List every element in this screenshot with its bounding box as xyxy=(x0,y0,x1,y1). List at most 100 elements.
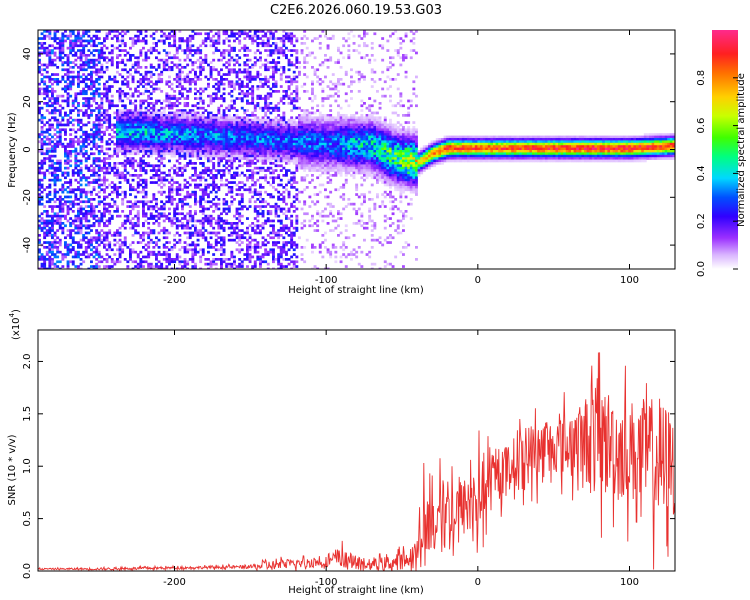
spectrogram-cell xyxy=(95,70,99,74)
spectrogram-cell xyxy=(196,133,200,136)
spectrogram-cell xyxy=(217,49,221,52)
spectrogram-cell xyxy=(74,193,78,196)
spectrogram-cell xyxy=(160,30,164,33)
spectrogram-cell xyxy=(144,183,148,187)
spectrogram-cell xyxy=(175,46,179,50)
spectrogram-cell xyxy=(170,118,174,122)
spectrogram-cell xyxy=(251,85,255,88)
spectrogram-cell xyxy=(272,178,275,182)
spectrogram-cell xyxy=(69,190,73,194)
spectrogram-cell xyxy=(199,94,203,98)
spectrogram-cell xyxy=(58,159,62,163)
spectrogram-cell xyxy=(207,135,210,139)
spectrogram-cell xyxy=(194,32,197,36)
spectrogram-cell xyxy=(209,157,213,160)
spectrogram-cell xyxy=(178,123,182,127)
spectrogram-cell xyxy=(71,205,75,208)
spectrogram-cell xyxy=(269,140,273,144)
spectrogram-cell xyxy=(227,210,231,213)
spectrogram-cell xyxy=(238,248,242,252)
spectrogram-cell xyxy=(123,154,127,158)
spectrogram-cell xyxy=(217,236,221,240)
spectrogram-cell xyxy=(279,133,283,136)
spectrogram-cell xyxy=(131,44,135,48)
spectrogram-cell xyxy=(188,214,192,218)
spectrogram-cell xyxy=(261,121,265,124)
spectrogram-cell xyxy=(251,94,255,98)
spectrogram-cell xyxy=(253,32,257,36)
spectrogram-cell xyxy=(79,224,83,228)
spectrogram-cell xyxy=(40,37,44,40)
spectrogram-cell xyxy=(230,116,234,120)
spectrogram-cell xyxy=(230,238,234,242)
spectrogram-cell xyxy=(69,44,73,48)
spectrogram-cell xyxy=(191,126,195,129)
spectrogram-cell xyxy=(149,231,153,235)
spectrogram-cell xyxy=(139,130,143,134)
spectrogram-cell xyxy=(40,258,44,261)
spectrogram-cell xyxy=(264,152,268,156)
spectrogram-cell xyxy=(90,169,93,172)
spectrogram-cell xyxy=(178,78,182,81)
spectrogram-cell xyxy=(194,162,197,165)
spectrogram-cell xyxy=(103,214,106,218)
spectrogram-cell xyxy=(139,169,143,172)
spectrogram-cell xyxy=(103,162,106,165)
spectrogram-cell xyxy=(77,229,80,232)
spectrogram-cell xyxy=(103,130,106,134)
spectrogram-cell xyxy=(43,80,47,84)
spectrogram-cell xyxy=(191,145,195,148)
spectrogram-cell xyxy=(196,147,200,151)
spectrogram-cell xyxy=(61,210,65,213)
spectrogram-cell xyxy=(183,202,187,206)
spectrogram-cell xyxy=(69,234,73,237)
spectrogram-cell xyxy=(38,133,41,136)
spectrogram-cell xyxy=(100,229,104,232)
spectrogram-cell xyxy=(38,140,41,144)
spectrogram-cell xyxy=(222,260,226,264)
spectrogram-cell xyxy=(225,118,229,122)
spectrogram-cell xyxy=(129,255,132,259)
spectrogram-cell xyxy=(214,135,218,139)
spectrogram-cell xyxy=(240,205,244,208)
spectrogram-cell xyxy=(45,138,49,141)
spectrogram-cell xyxy=(253,63,257,67)
spectrogram-cell xyxy=(212,39,216,43)
spectrogram-cell xyxy=(155,140,158,144)
spectrogram-cell xyxy=(214,267,218,269)
spectrogram-cell xyxy=(277,198,281,201)
spectrogram-cell xyxy=(147,121,151,124)
spectrogram-cell xyxy=(40,255,44,259)
spectrogram-cell xyxy=(261,212,265,216)
spectrogram-cell xyxy=(53,190,57,194)
spectrogram-cell xyxy=(248,102,252,105)
spectrogram-cell xyxy=(144,164,148,168)
spectrogram-cell xyxy=(79,169,83,172)
spectrogram-cell xyxy=(266,219,270,223)
spectrogram-cell xyxy=(69,243,73,247)
spectrogram-cell xyxy=(43,236,47,240)
spectrogram-cell xyxy=(227,126,231,129)
spectrogram-cell xyxy=(79,118,83,122)
spectrogram-cell xyxy=(56,214,60,218)
spectrogram-cell xyxy=(214,87,218,91)
spectrogram-cell xyxy=(84,176,88,180)
spectrogram-cell xyxy=(129,248,132,252)
spectrogram-cell xyxy=(214,128,218,132)
spectrogram-cell xyxy=(134,142,138,146)
spectrogram-cell xyxy=(113,234,117,237)
spectrogram-cell xyxy=(207,207,210,211)
spectrogram-cell xyxy=(66,97,70,100)
spectrogram-cell xyxy=(175,56,179,60)
spectrogram-cell xyxy=(251,34,255,38)
spectrogram-cell xyxy=(142,169,145,172)
spectrogram-cell xyxy=(142,121,145,124)
spectrogram-cell xyxy=(90,214,93,218)
spectrogram-cell xyxy=(123,32,127,36)
spectrogram-cell xyxy=(82,34,86,38)
spectrogram-cell xyxy=(282,114,286,117)
spectrogram-cell xyxy=(87,231,91,235)
spectrogram-cell xyxy=(38,255,41,259)
spectrogram-cell xyxy=(118,176,122,180)
spectrogram-cell xyxy=(118,97,122,100)
